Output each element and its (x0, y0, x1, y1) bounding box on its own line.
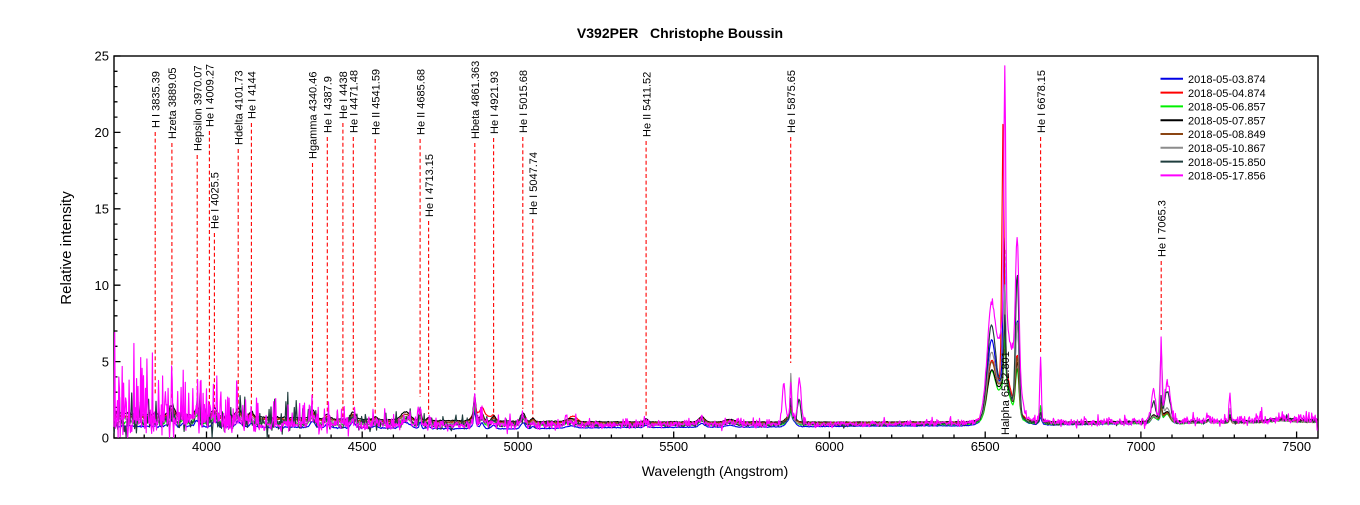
svg-text:0: 0 (102, 431, 109, 446)
svg-text:5: 5 (102, 354, 109, 369)
svg-text:He II 4685.68: He II 4685.68 (415, 69, 427, 135)
svg-text:2018-05-08.849: 2018-05-08.849 (1188, 129, 1266, 141)
svg-text:Relative intensity: Relative intensity (58, 191, 75, 305)
svg-text:25: 25 (95, 49, 109, 64)
svg-text:He II 4541.59: He II 4541.59 (370, 69, 382, 135)
svg-text:2018-05-15.850: 2018-05-15.850 (1188, 157, 1266, 169)
svg-text:2018-05-17.856: 2018-05-17.856 (1188, 171, 1266, 183)
svg-text:He I 4387.9: He I 4387.9 (323, 76, 335, 133)
svg-text:He I 5875.65: He I 5875.65 (786, 70, 798, 133)
svg-text:6500: 6500 (971, 439, 1000, 454)
svg-text:He I 5047.74: He I 5047.74 (528, 152, 540, 215)
svg-text:7500: 7500 (1282, 439, 1311, 454)
svg-text:He I 4471.48: He I 4471.48 (349, 70, 361, 133)
svg-text:He I 4921.93: He I 4921.93 (489, 71, 501, 134)
svg-text:He I 4438: He I 4438 (338, 71, 350, 119)
svg-text:20: 20 (95, 125, 109, 140)
svg-text:6000: 6000 (815, 439, 844, 454)
svg-text:He I 4144: He I 4144 (247, 71, 259, 119)
svg-text:Halpha 6562.801: Halpha 6562.801 (1000, 351, 1012, 435)
svg-text:4500: 4500 (348, 439, 377, 454)
svg-text:2018-05-10.867: 2018-05-10.867 (1188, 143, 1266, 155)
svg-text:He I 4713.15: He I 4713.15 (424, 154, 436, 217)
svg-text:Hepsilon 3970.07: Hepsilon 3970.07 (192, 65, 204, 151)
svg-text:He I 6678.15: He I 6678.15 (1036, 70, 1048, 133)
svg-text:5500: 5500 (659, 439, 688, 454)
svg-text:4000: 4000 (192, 439, 221, 454)
svg-text:He I 4025.5: He I 4025.5 (210, 172, 222, 229)
svg-text:He I 5015.68: He I 5015.68 (518, 70, 530, 133)
svg-text:2018-05-03.874: 2018-05-03.874 (1188, 74, 1266, 86)
svg-text:Hgamma 4340.46: Hgamma 4340.46 (308, 72, 320, 159)
svg-text:15: 15 (95, 202, 109, 217)
svg-text:10: 10 (95, 278, 109, 293)
svg-text:Wavelength (Angstrom): Wavelength (Angstrom) (642, 463, 789, 479)
svg-text:5000: 5000 (504, 439, 533, 454)
svg-text:V392PER Christophe Boussin: V392PER Christophe Boussin (577, 25, 783, 41)
svg-text:H I 3835.39: H I 3835.39 (150, 71, 162, 128)
svg-text:He II 5411.52: He II 5411.52 (641, 72, 653, 137)
svg-text:2018-05-06.857: 2018-05-06.857 (1188, 102, 1266, 114)
svg-text:7000: 7000 (1126, 439, 1155, 454)
svg-text:Hbeta 4861.363: Hbeta 4861.363 (470, 61, 482, 139)
svg-text:Hdelta 4101.73: Hdelta 4101.73 (233, 70, 245, 145)
svg-text:2018-05-07.857: 2018-05-07.857 (1188, 115, 1266, 127)
svg-text:2018-05-04.874: 2018-05-04.874 (1188, 88, 1266, 100)
svg-text:Hzeta 3889.05: Hzeta 3889.05 (167, 67, 179, 139)
svg-text:He I 7065.3: He I 7065.3 (1156, 200, 1168, 257)
svg-text:He I 4009.27: He I 4009.27 (205, 64, 217, 127)
